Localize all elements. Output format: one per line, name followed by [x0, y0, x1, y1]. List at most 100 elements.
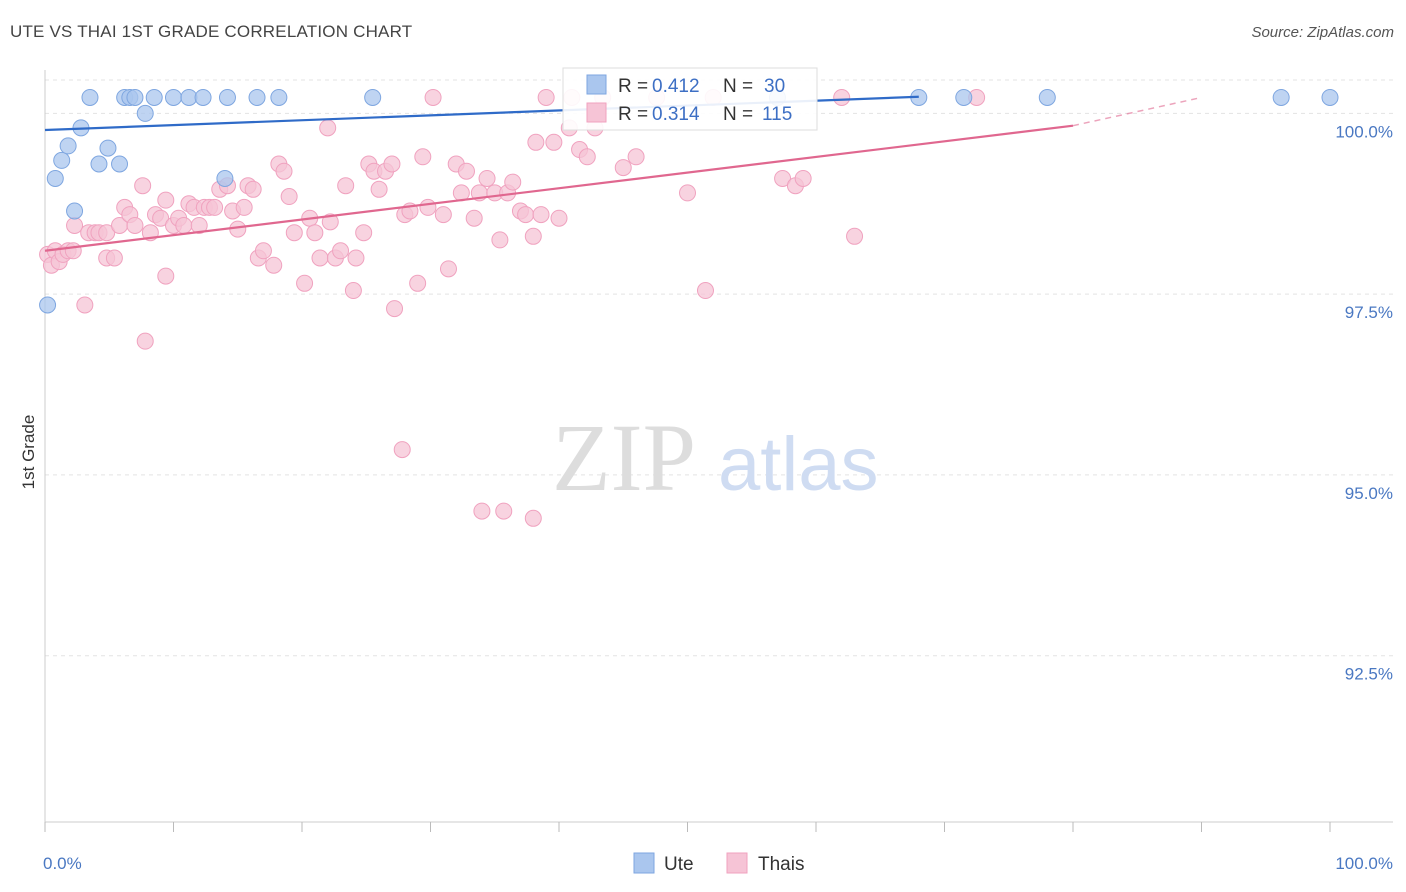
watermark-zip: ZIP [552, 404, 696, 511]
thais-point [157, 267, 175, 285]
thais-point [337, 177, 355, 195]
gridlines [45, 79, 1393, 657]
thais-point [265, 256, 283, 274]
ute-legend-swatch [586, 74, 607, 95]
x-tick-label-left: 0.0% [43, 854, 82, 873]
thais-point [578, 148, 596, 166]
ute-point [194, 88, 212, 106]
ute-point [53, 151, 71, 169]
ute-point [136, 104, 154, 122]
chart-title: UTE VS THAI 1ST GRADE CORRELATION CHART [10, 22, 413, 41]
legend-swatch-thais [726, 852, 748, 874]
ute-r-value: 0.412 [652, 76, 700, 97]
ute-point [90, 155, 108, 173]
chart-source: Source: ZipAtlas.com [1251, 24, 1394, 41]
thais-n-value: 115 [762, 104, 792, 125]
thais-point [175, 216, 193, 234]
thais-n-label: N = [723, 104, 753, 125]
thais-point [491, 231, 509, 249]
ute-point [39, 296, 57, 314]
thais-trend-line [44, 124, 1074, 252]
thais-point [794, 169, 812, 187]
thais-point [524, 227, 542, 245]
thais-point [98, 224, 116, 242]
thais-point [473, 502, 491, 520]
thais-point [370, 180, 388, 198]
ute-point [126, 88, 144, 106]
thais-point [136, 332, 154, 350]
ute-point [1038, 88, 1056, 106]
ute-point [270, 88, 288, 106]
thais-point [347, 249, 365, 267]
thais-point [344, 282, 362, 300]
thais-point [545, 133, 563, 151]
thais-point [504, 173, 522, 191]
ute-point [165, 88, 182, 106]
ute-point [1321, 88, 1339, 106]
thais-point [517, 206, 535, 224]
thais-point [296, 274, 314, 292]
ute-point [111, 155, 129, 173]
ute-point [145, 88, 163, 106]
thais-point [321, 213, 339, 231]
thais-point [532, 206, 550, 224]
y-tick-label: 97.5% [1345, 303, 1393, 322]
thais-point [275, 162, 293, 180]
thais-point [157, 191, 175, 209]
thais-point [206, 198, 224, 216]
thais-point [355, 224, 373, 242]
thais-point [383, 155, 401, 173]
ute-point [1272, 88, 1290, 106]
thais-point [190, 216, 208, 234]
thais-r-value: 0.314 [652, 104, 700, 125]
thais-point [105, 249, 123, 267]
thais-legend-swatch [586, 102, 607, 123]
thais-point [457, 162, 475, 180]
thais-point [774, 169, 792, 187]
thais-point [393, 441, 411, 459]
ute-point [46, 169, 64, 187]
thais-point [424, 88, 442, 106]
ute-point [66, 202, 84, 220]
y-tick-labels: 100.0% 97.5% 95.0% 92.5% [1335, 122, 1393, 683]
thais-point [332, 242, 350, 260]
y-tick-label: 95.0% [1345, 484, 1393, 503]
thais-point [434, 206, 452, 224]
ute-point [248, 88, 266, 106]
watermark: ZIP atlas [552, 404, 879, 511]
thais-point [679, 184, 696, 202]
thais-point [524, 509, 542, 527]
thais-point [550, 209, 568, 227]
thais-point [280, 188, 298, 206]
ute-r-label: R = [618, 76, 648, 97]
thais-point [414, 148, 432, 166]
thais-point [439, 260, 457, 278]
thais-point [285, 224, 303, 242]
thais-point [696, 282, 714, 300]
y-tick-label: 92.5% [1345, 665, 1393, 684]
thais-point [254, 242, 272, 260]
watermark-atlas: atlas [718, 422, 879, 507]
thais-point [833, 88, 851, 106]
ute-point [180, 88, 198, 106]
thais-point [537, 88, 555, 106]
legend-label-thais: Thais [758, 854, 804, 875]
thais-point [478, 169, 496, 187]
series-legend: Ute Thais [633, 852, 804, 875]
thais-point [419, 198, 437, 216]
x-tick-label-right: 100.0% [1335, 854, 1393, 873]
thais-point [126, 216, 144, 234]
thais-point [152, 209, 170, 227]
data-points [39, 88, 1339, 527]
thais-point [66, 216, 84, 234]
thais-point [64, 242, 82, 260]
ute-n-label: N = [723, 76, 753, 97]
thais-point [627, 148, 645, 166]
ute-point [216, 169, 234, 187]
thais-point [409, 274, 427, 292]
thais-point [306, 224, 324, 242]
ute-point [364, 88, 382, 106]
y-tick-label: 100.0% [1335, 122, 1393, 141]
ute-point [99, 139, 117, 157]
